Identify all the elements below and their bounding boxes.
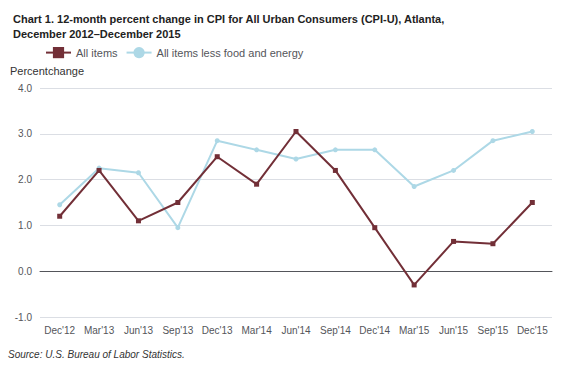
svg-text:3.0: 3.0 <box>18 128 32 139</box>
svg-text:Jun'13: Jun'13 <box>124 325 154 336</box>
svg-text:All items less food and energy: All items less food and energy <box>157 47 304 59</box>
svg-text:4.0: 4.0 <box>18 83 32 94</box>
svg-text:Dec'14: Dec'14 <box>359 325 390 336</box>
svg-text:Sep'15: Sep'15 <box>478 325 509 336</box>
svg-text:Sep'14: Sep'14 <box>320 325 351 336</box>
svg-text:Mar'14: Mar'14 <box>241 325 272 336</box>
svg-text:Chart 1. 12-month percent chan: Chart 1. 12-month percent change in CPI … <box>13 13 444 25</box>
svg-text:Jun'15: Jun'15 <box>439 325 469 336</box>
svg-text:Dec'13: Dec'13 <box>202 325 233 336</box>
svg-text:Dec'15: Dec'15 <box>517 325 548 336</box>
svg-text:Sep'13: Sep'13 <box>162 325 193 336</box>
svg-text:Percentchange: Percentchange <box>10 65 84 77</box>
svg-text:2.0: 2.0 <box>18 174 32 185</box>
svg-text:Dec'12: Dec'12 <box>44 325 75 336</box>
svg-text:0.0: 0.0 <box>18 266 32 277</box>
svg-text:-1.0: -1.0 <box>15 312 33 323</box>
svg-text:All items: All items <box>76 47 118 59</box>
svg-text:Mar'15: Mar'15 <box>399 325 430 336</box>
svg-text:Mar'13: Mar'13 <box>84 325 115 336</box>
svg-text:1.0: 1.0 <box>18 220 32 231</box>
svg-text:Jun'14: Jun'14 <box>281 325 311 336</box>
svg-text:December 2012–December 2015: December 2012–December 2015 <box>13 28 181 40</box>
svg-text:Source: U.S. Bureau of Labor S: Source: U.S. Bureau of Labor Statistics. <box>8 349 185 360</box>
